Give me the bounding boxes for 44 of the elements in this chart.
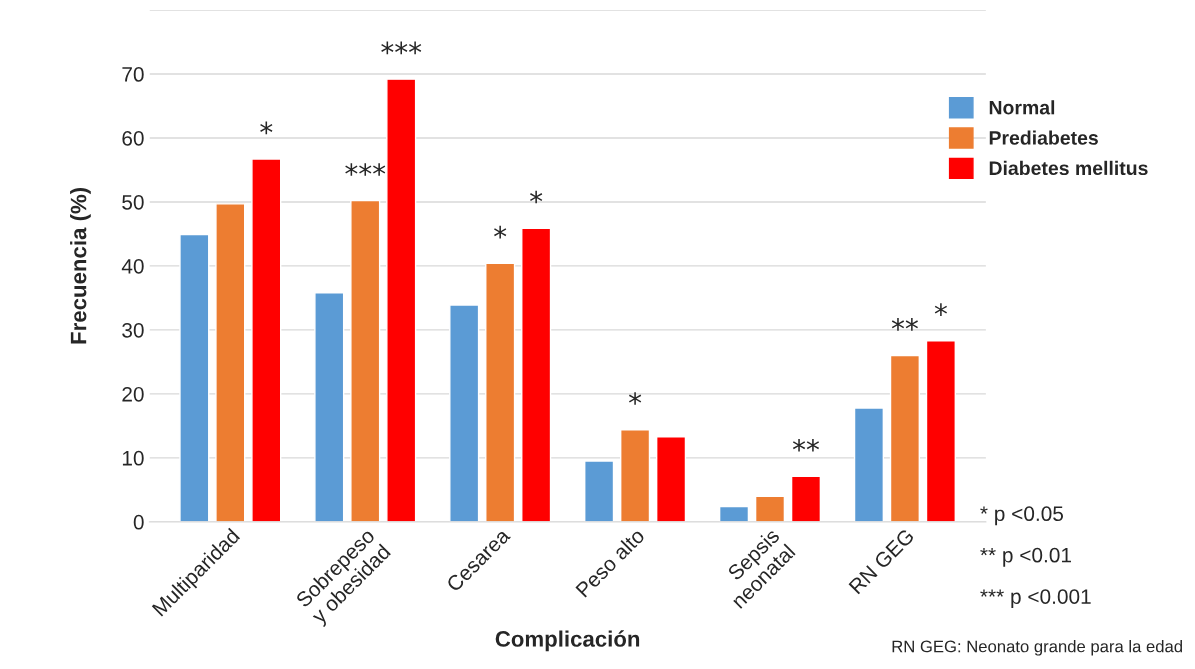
legend-label: Diabetes mellitus (989, 160, 1148, 176)
bar (314, 292, 345, 522)
y-tick-label: 0 (133, 514, 144, 530)
data-label: * (934, 303, 948, 316)
annotation: * p <0.05 (980, 506, 1064, 526)
text: RN GEG: Neonato grande para la edad (892, 640, 1182, 656)
bar (584, 460, 615, 522)
y-tick-label: 20 (122, 386, 144, 402)
text: ** p <0.01 (980, 547, 1071, 567)
bar (485, 262, 516, 522)
bar (386, 78, 417, 522)
legend-label: Prediabetes (989, 130, 1098, 145)
bar (619, 429, 651, 522)
text: *** p <0.001 (980, 589, 1091, 609)
y-tick-label: 10 (122, 450, 144, 466)
data-label: *** (345, 163, 386, 176)
bar (889, 354, 921, 522)
bar (251, 158, 282, 522)
y-tick-label: 60 (122, 130, 144, 146)
y-tick-label: 70 (122, 67, 144, 82)
bar (754, 495, 786, 522)
y-tick-label: 50 (122, 194, 144, 210)
bar (350, 199, 381, 522)
y-axis-title: Frecuencia (%) (70, 187, 91, 344)
x-axis-title: Complicación (495, 630, 640, 652)
data-label: * (260, 121, 273, 135)
data-label: *** (381, 41, 422, 55)
bar (718, 505, 750, 522)
bar (655, 436, 687, 522)
data-label: ** (792, 438, 820, 452)
bar (521, 227, 552, 522)
data-label: * (494, 225, 507, 239)
data-label: * (530, 190, 543, 204)
y-tick-label: 30 (122, 322, 144, 338)
bar (853, 407, 885, 522)
bar (215, 203, 246, 522)
bar (179, 233, 210, 522)
data-label: ** (891, 317, 918, 331)
bar (925, 340, 956, 522)
y-tick-label: 40 (121, 258, 144, 274)
legend-label: Normal (989, 100, 1055, 115)
bar (449, 304, 480, 522)
bar (790, 475, 822, 522)
data-label: * (628, 392, 642, 405)
